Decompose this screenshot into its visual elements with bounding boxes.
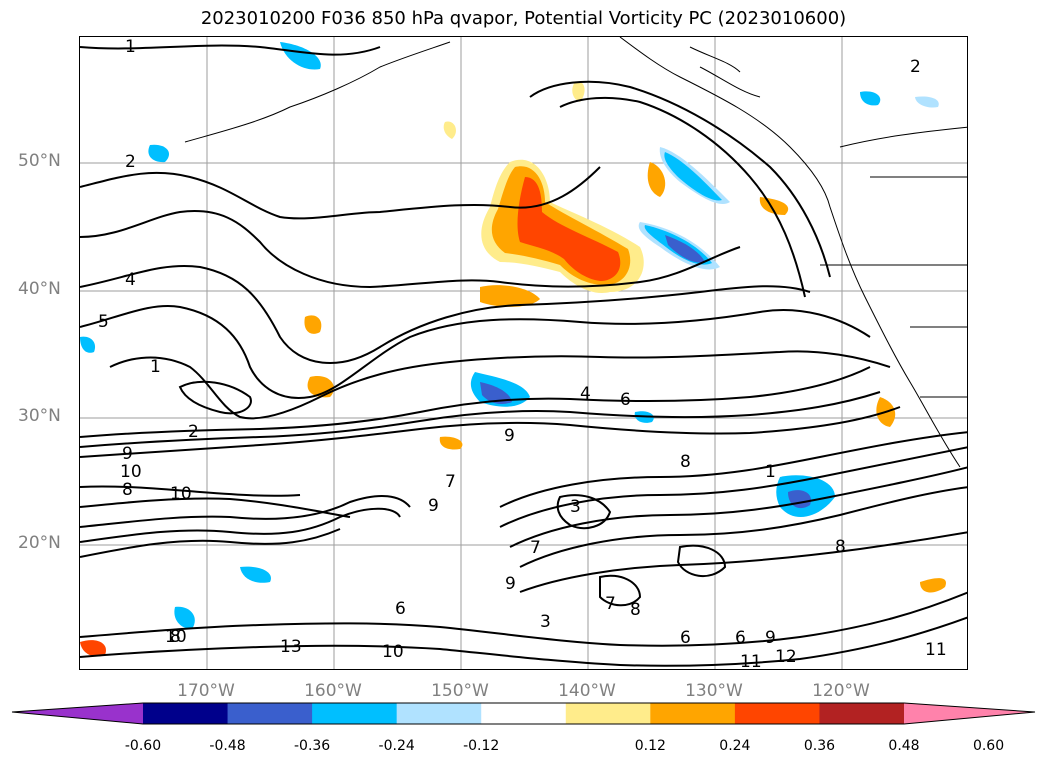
- contour-label: 9: [504, 426, 515, 446]
- contour-label: 1: [150, 357, 161, 377]
- contour-label: 10: [165, 627, 187, 647]
- contour-label: 10: [382, 642, 404, 662]
- colorbar: [11, 702, 1036, 725]
- contour-label: 4: [125, 270, 136, 290]
- colorbar-segment: [734, 703, 820, 724]
- contour-label: 1: [765, 462, 776, 482]
- figure-title: 2023010200 F036 850 hPa qvapor, Potentia…: [200, 8, 847, 29]
- contour-label: 10: [170, 484, 192, 504]
- colorbar-tick-label: 0.12: [634, 738, 666, 754]
- contour-label: 9: [765, 628, 776, 648]
- pv-negative-shading: [80, 42, 939, 629]
- lon-label: 170°W: [177, 681, 235, 701]
- colorbar-segment: [312, 703, 398, 724]
- lon-label: 140°W: [558, 681, 616, 701]
- contour-label: 9: [122, 444, 133, 464]
- lat-label: 40°N: [18, 279, 61, 299]
- colorbar-tick-label: -0.36: [293, 738, 331, 754]
- lat-label: 20°N: [18, 533, 61, 553]
- contour-label: 8: [170, 627, 181, 647]
- colorbar-tick-label: -0.12: [463, 738, 500, 754]
- contour-label: 6: [735, 628, 746, 648]
- colorbar-segment: [396, 703, 482, 724]
- contour-label: 2: [910, 57, 921, 77]
- contour-labels: 1 2 2 4 5 1 2 9 10 8 10 4 6 9 8 7 9 3 7 …: [98, 37, 947, 670]
- contour-label: 4: [580, 384, 591, 404]
- contour-label: 9: [505, 574, 516, 594]
- contour-label: 5: [98, 312, 109, 332]
- lon-label: 150°W: [431, 681, 489, 701]
- graticule: [80, 37, 967, 669]
- colorbar-tick-label: -0.48: [209, 738, 246, 754]
- colorbar-tick-label: 0.48: [888, 738, 920, 754]
- contour-label: 9: [428, 496, 439, 516]
- lat-label: 30°N: [18, 406, 61, 426]
- colorbar-segments: [12, 703, 1035, 724]
- contour-label: 2: [125, 152, 136, 172]
- coastlines: [184, 37, 967, 468]
- contour-label: 3: [570, 497, 581, 517]
- pv-contours: [80, 44, 967, 667]
- colorbar-tick-label: -0.24: [378, 738, 415, 754]
- contour-label: 1: [125, 37, 136, 57]
- contour-label: 6: [395, 599, 406, 619]
- colorbar-segment: [227, 703, 313, 724]
- contour-label: 8: [122, 480, 133, 500]
- contour-label: 2: [188, 422, 199, 442]
- contour-label: 12: [775, 647, 797, 667]
- lon-label: 120°W: [812, 681, 870, 701]
- lat-label: 50°N: [18, 151, 61, 171]
- contour-label: 11: [925, 640, 947, 660]
- colorbar-segment: [143, 703, 229, 724]
- contour-label: 3: [540, 612, 551, 632]
- lon-label: 130°W: [685, 681, 743, 701]
- lon-label: 160°W: [304, 681, 362, 701]
- pv-positive-shading: [80, 81, 946, 657]
- contour-label: 7: [605, 594, 616, 614]
- colorbar-segment: [565, 703, 651, 724]
- colorbar-tick-label: -0.60: [124, 738, 162, 754]
- contour-label: 10: [120, 462, 142, 482]
- contour-label: 8: [835, 537, 846, 557]
- contour-label: 6: [680, 628, 691, 648]
- colorbar-segment: [650, 703, 736, 724]
- map-canvas: 1 2 2 4 5 1 2 9 10 8 10 4 6 9 8 7 9 3 7 …: [80, 37, 967, 670]
- colorbar-tick-label: 0.36: [803, 738, 836, 754]
- colorbar-tick-label: 0.24: [719, 738, 751, 754]
- contour-label: 6: [620, 390, 631, 410]
- colorbar-tick-label: 0.60: [972, 738, 1005, 754]
- map-panel: 1 2 2 4 5 1 2 9 10 8 10 4 6 9 8 7 9 3 7 …: [79, 36, 968, 670]
- colorbar-segment: [481, 703, 567, 724]
- contour-label: 8: [680, 452, 691, 472]
- colorbar-extension-low: [12, 703, 143, 724]
- contour-label: 7: [530, 538, 541, 558]
- contour-label: 11: [740, 652, 762, 670]
- colorbar-segment: [819, 703, 905, 724]
- contour-label: 8: [630, 600, 641, 620]
- colorbar-extension-high: [904, 703, 1035, 724]
- contour-label: 13: [280, 637, 302, 657]
- contour-label: 7: [445, 472, 456, 492]
